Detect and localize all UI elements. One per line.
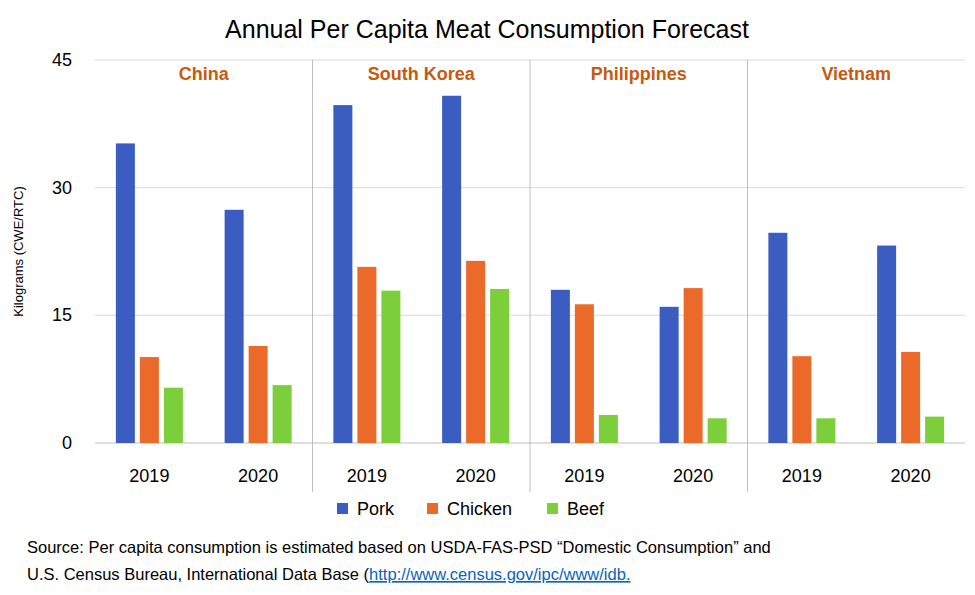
bar [599,415,618,443]
bar [381,291,400,443]
legend-swatch [427,503,438,514]
y-tick-label: 30 [52,178,72,198]
group-separator [530,60,531,492]
bar [925,417,944,443]
x-tick-label: 2019 [564,466,604,486]
bar [684,288,703,443]
y-axis-label: Kilograms (CWE/RTC) [11,186,26,317]
bar [490,289,509,443]
source-line: Source: Per capita consumption is estima… [27,538,771,556]
bar [164,388,183,443]
legend: Pork Chicken Beef [337,499,605,519]
legend-label: Chicken [447,499,512,519]
title: Annual Per Capita Meat Consumption Forec… [225,15,749,43]
bar [442,96,461,443]
x-tick-label: 2020 [891,466,931,486]
source-line-2: U.S. Census Bureau, International Data B… [27,565,630,583]
bars [116,96,944,443]
group-label: Philippines [591,64,687,84]
bar [877,246,896,443]
bar [575,304,594,443]
source-text: U.S. Census Bureau, International Data B… [27,565,370,583]
y-tick-label: 0 [62,433,72,453]
chart: Annual Per Capita Meat Consumption Forec… [0,0,975,595]
x-tick-label: 2020 [238,466,278,486]
source-link[interactable]: http://www.census.gov/ipc/www/idb [369,565,626,583]
bar [249,346,268,443]
x-tick-label: 2019 [782,466,822,486]
legend-swatch [547,503,558,514]
group-label: Vietnam [821,64,891,84]
legend-label: Pork [357,499,395,519]
bar [357,267,376,443]
bar [273,385,292,443]
bar [551,290,570,443]
bar [708,418,727,443]
bar [466,261,485,443]
background [0,0,975,595]
x-tick-label: 2020 [673,466,713,486]
y-tick-label: 45 [52,50,72,70]
legend-swatch [337,503,348,514]
bar [140,357,159,443]
x-tick-label: 2019 [347,466,387,486]
bar [225,210,244,443]
bar [768,233,787,443]
bar [792,356,811,443]
bar [901,352,920,443]
bar [816,418,835,443]
legend-label: Beef [567,499,605,519]
x-tick-label: 2019 [129,466,169,486]
y-tick-label: 15 [52,305,72,325]
bar [660,307,679,443]
group-separator [747,60,748,492]
group-separator [312,60,313,492]
bar [116,143,135,443]
source-end: . [626,565,631,583]
x-tick-label: 2020 [456,466,496,486]
bar [333,105,352,443]
group-label: South Korea [368,64,476,84]
group-label: China [179,64,230,84]
